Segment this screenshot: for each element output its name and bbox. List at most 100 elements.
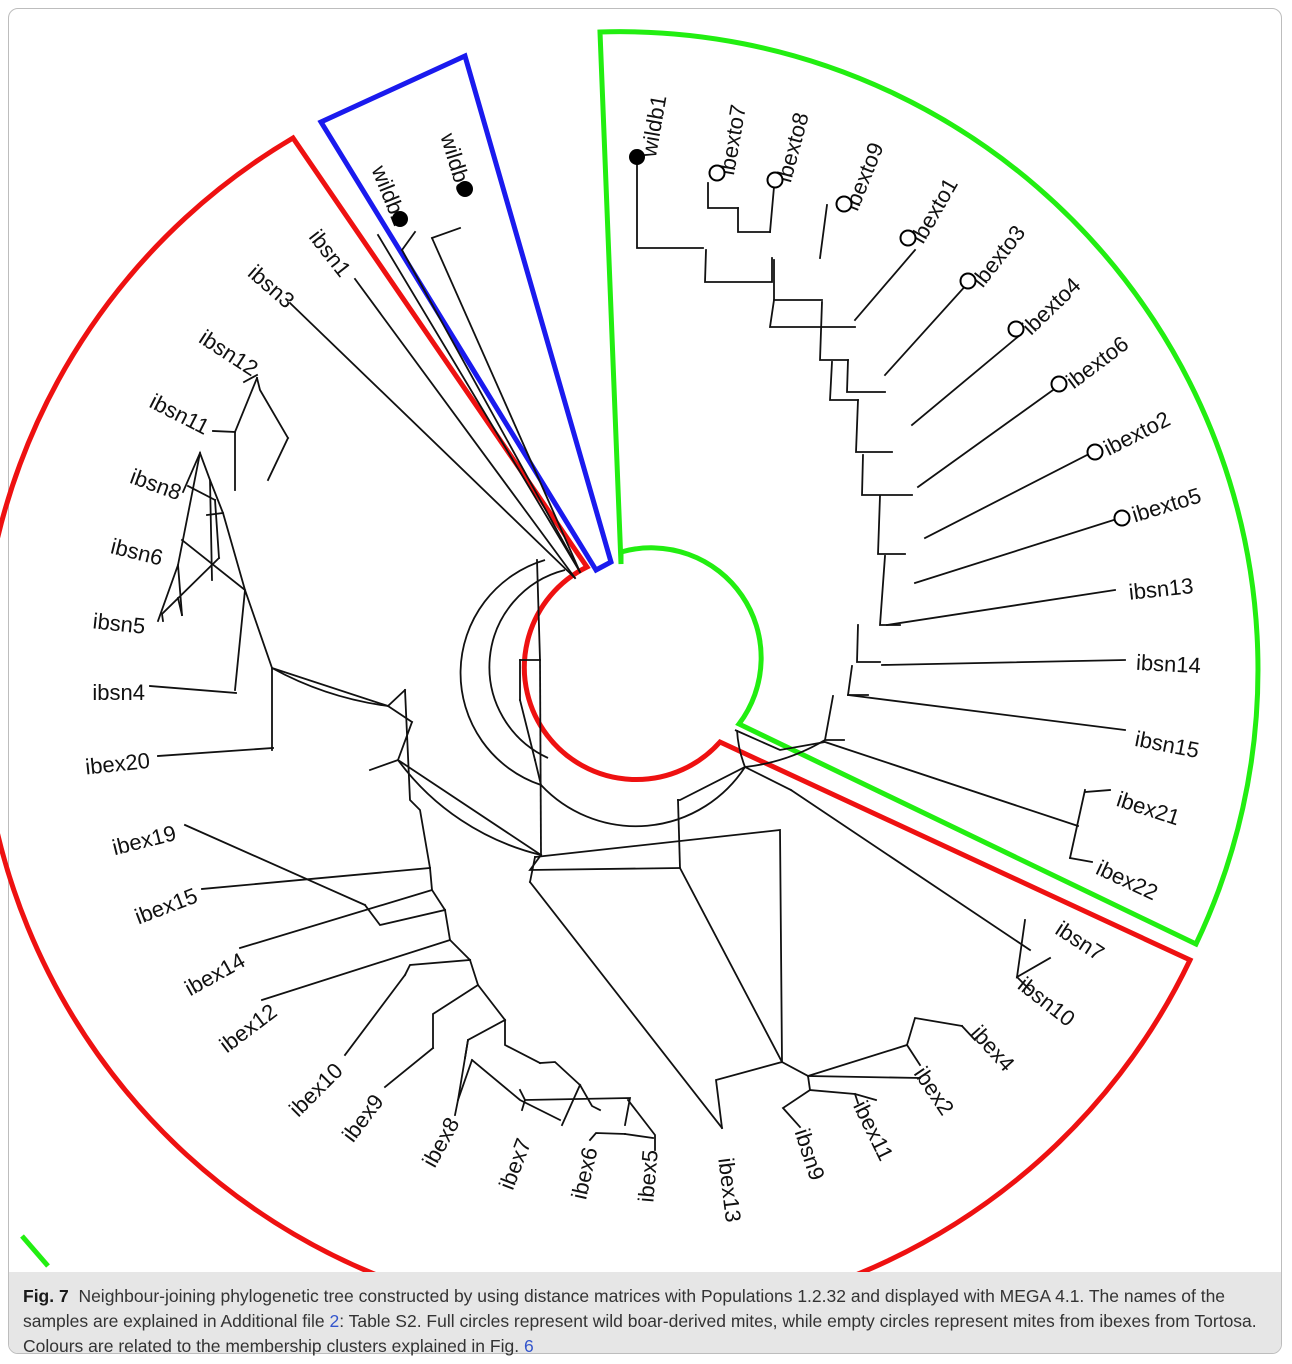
tree-branch [242, 373, 259, 384]
tree-branch [234, 589, 274, 691]
leaf-label-ibexto2: ibexto2 [1100, 406, 1175, 460]
tree-branch [383, 1046, 435, 1089]
leaf-label-ibsn1: ibsn1 [304, 225, 356, 282]
leaf-label-ibex21: ibex21 [1114, 787, 1183, 831]
leaf-label-ibex20: ibex20 [84, 748, 151, 780]
tree-branch [157, 747, 274, 757]
tree-branch [846, 693, 1127, 732]
tree-branch [588, 1132, 626, 1142]
tree-branch [846, 359, 886, 393]
tree-branch [829, 361, 859, 401]
leaf-label-ibsn15: ibsn15 [1133, 726, 1201, 763]
tree-branch [879, 555, 901, 626]
tree-branch [737, 207, 771, 233]
figure-label: Fig. 7 [23, 1286, 69, 1306]
phylogenetic-tree: wildb1 ibexto7 ibexto8 ibexto9 ibexto1ibexto… [0, 29, 1261, 1272]
tree-branch [846, 664, 869, 696]
leaf-label-ibsn5: ibsn5 [92, 608, 147, 638]
empty-circle-marker [1007, 320, 1025, 338]
tree-branch [432, 983, 480, 1049]
tree-branch [430, 236, 582, 574]
tree-branch [368, 758, 400, 772]
tree-branch [255, 376, 290, 440]
tree-branch [528, 853, 681, 871]
leaf-label-ibex8: ibex8 [417, 1113, 464, 1171]
leaf-label-ibexto5: ibexto5 [1129, 483, 1204, 528]
tree-branch [343, 973, 407, 1057]
tree-branch [186, 484, 217, 502]
tree-branch [214, 499, 220, 559]
tree-branch [488, 569, 566, 759]
tree-branch [677, 765, 747, 801]
tree-branch [404, 689, 432, 870]
tree-branch [806, 1043, 922, 1078]
empty-circle-marker [708, 164, 726, 182]
tree-branch [883, 281, 970, 377]
tree-branch [161, 556, 221, 623]
leaf-label-ibexto6: ibexto6 [1061, 331, 1133, 394]
tree-branch [704, 249, 773, 283]
figure-6-link[interactable]: 6 [523, 1336, 534, 1356]
tree-branch [260, 938, 452, 1002]
tree-branch [534, 828, 783, 1063]
tree-branch [238, 888, 434, 950]
tree-branch [1068, 856, 1094, 864]
leaf-label-ibsn4: ibsn4 [92, 680, 145, 705]
tree-branch [855, 399, 893, 453]
cluster-green-edge-fragment [20, 1234, 50, 1268]
tree-branch [271, 666, 390, 751]
leaf-label-ibsn11: ibsn11 [146, 389, 214, 440]
tree-branch [623, 1132, 655, 1140]
leaf-label-ibex11: ibex11 [848, 1097, 898, 1165]
tree-branch [807, 1075, 921, 1079]
tree-branch [773, 259, 823, 301]
tree-branch [636, 164, 704, 249]
tree-branch [430, 226, 462, 240]
leaf-label-ibsn12: ibsn12 [195, 325, 263, 381]
tree-branch [823, 740, 1080, 828]
tree-branch [533, 758, 543, 787]
tree-branch [363, 903, 447, 927]
empty-circle-marker [1086, 443, 1104, 461]
tree-branch [678, 866, 784, 1064]
leaf-label-ibsn13: ibsn13 [1128, 573, 1195, 605]
tree-branch [149, 685, 237, 694]
tree-branch [540, 766, 746, 828]
tree-branch [397, 759, 542, 856]
tree-branch [396, 720, 543, 857]
leaf-label-ibsn3: ibsn3 [243, 260, 299, 313]
additional-file-link[interactable]: 2 [329, 1311, 340, 1331]
tree-branch [626, 1098, 656, 1151]
leaf-label-ibsn10: ibsn10 [1013, 972, 1079, 1032]
cluster-green-outline [597, 29, 1261, 948]
tree-branch [353, 277, 577, 580]
full-circle-marker [457, 181, 473, 197]
figure-frame [8, 8, 1282, 1354]
tree-branch [470, 1058, 562, 1122]
empty-circle-marker [1113, 509, 1131, 527]
tree-branch [266, 436, 290, 482]
leaf-label-ibex7: ibex7 [494, 1135, 536, 1193]
tree-branch [768, 298, 856, 328]
leaf-label-ibex6: ibex6 [566, 1145, 602, 1202]
tree-branch [905, 1016, 964, 1047]
tree-branch [913, 516, 1122, 585]
leaf-labels: wildb1 ibexto7 ibexto8 ibexto9 ibexto1ibexto… [84, 93, 1204, 1224]
leaf-label-ibsn14: ibsn14 [1135, 650, 1201, 678]
caption-text-1: Neighbour-joining phylogenetic tree cons… [23, 1286, 1226, 1331]
leaf-label-ibex15: ibex15 [131, 883, 200, 930]
tree-branch [734, 729, 826, 751]
tree-branch [885, 588, 1117, 627]
tree-branch [789, 788, 1032, 952]
leaf-label-ibex12: ibex12 [215, 999, 282, 1058]
cluster-blue-outline [317, 52, 614, 574]
tree-branch [578, 1083, 602, 1112]
empty-circle-marker [835, 195, 853, 213]
tree-branch [923, 450, 1095, 540]
leaf-label-ibex14: ibex14 [180, 948, 249, 1001]
tree-branch [271, 667, 389, 707]
empty-circle-marker [899, 229, 917, 247]
tree-branch [1084, 789, 1111, 793]
tree-branch [715, 1060, 784, 1130]
tree-branch [528, 855, 537, 884]
